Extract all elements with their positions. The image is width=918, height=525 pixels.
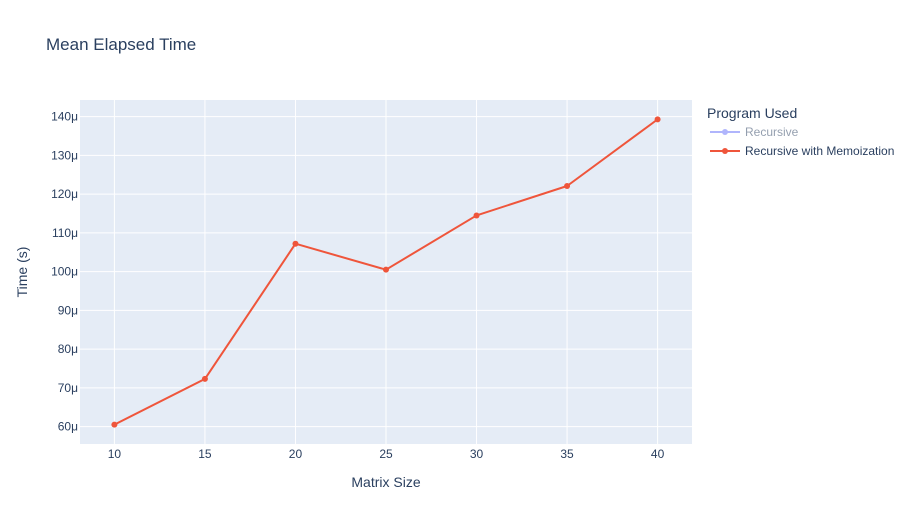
legend-label: Recursive — [745, 125, 799, 139]
x-tick-label: 15 — [198, 447, 212, 461]
x-tick-label: 35 — [560, 447, 574, 461]
y-tick-label: 110μ — [52, 226, 78, 240]
data-point — [111, 421, 118, 428]
legend: Program Used Recursive Recursive with Mem… — [707, 105, 894, 158]
y-tick-label: 100μ — [51, 265, 78, 279]
legend-items: Recursive Recursive with Memoization — [710, 125, 894, 158]
legend-item[interactable]: Recursive with Memoization — [710, 144, 894, 158]
x-tick-label: 20 — [289, 447, 303, 461]
x-tick-label: 30 — [470, 447, 484, 461]
x-tick-label: 10 — [108, 447, 122, 461]
data-point — [383, 266, 389, 273]
series-layer — [111, 116, 661, 428]
y-tick-label: 80μ — [58, 342, 78, 356]
y-tick-label: 90μ — [58, 303, 78, 317]
legend-title: Program Used — [707, 105, 797, 121]
legend-label: Recursive with Memoization — [745, 144, 894, 158]
y-axis-ticks: 60μ 70μ 80μ 90μ 100μ 110μ 120μ 130μ 140μ — [51, 110, 78, 434]
grid-lines — [80, 100, 692, 444]
legend-marker-swatch — [722, 148, 728, 154]
y-axis-title: Time (s) — [14, 247, 30, 298]
y-tick-label: 140μ — [51, 110, 78, 124]
legend-item[interactable]: Recursive — [710, 125, 799, 139]
x-axis-title: Matrix Size — [351, 474, 420, 490]
x-tick-label: 25 — [379, 447, 393, 461]
data-point — [564, 183, 571, 189]
y-tick-label: 130μ — [51, 148, 78, 162]
chart-title: Mean Elapsed Time — [46, 35, 196, 54]
y-tick-label: 70μ — [58, 381, 78, 395]
data-point — [201, 375, 208, 382]
x-axis-ticks: 10 15 20 25 30 35 40 — [108, 447, 665, 461]
data-point — [292, 240, 299, 247]
data-point — [473, 212, 480, 219]
data-point — [654, 116, 661, 123]
y-tick-label: 120μ — [51, 187, 78, 201]
x-tick-label: 40 — [651, 447, 665, 461]
legend-marker-swatch — [722, 129, 728, 135]
y-tick-label: 60μ — [58, 420, 78, 434]
